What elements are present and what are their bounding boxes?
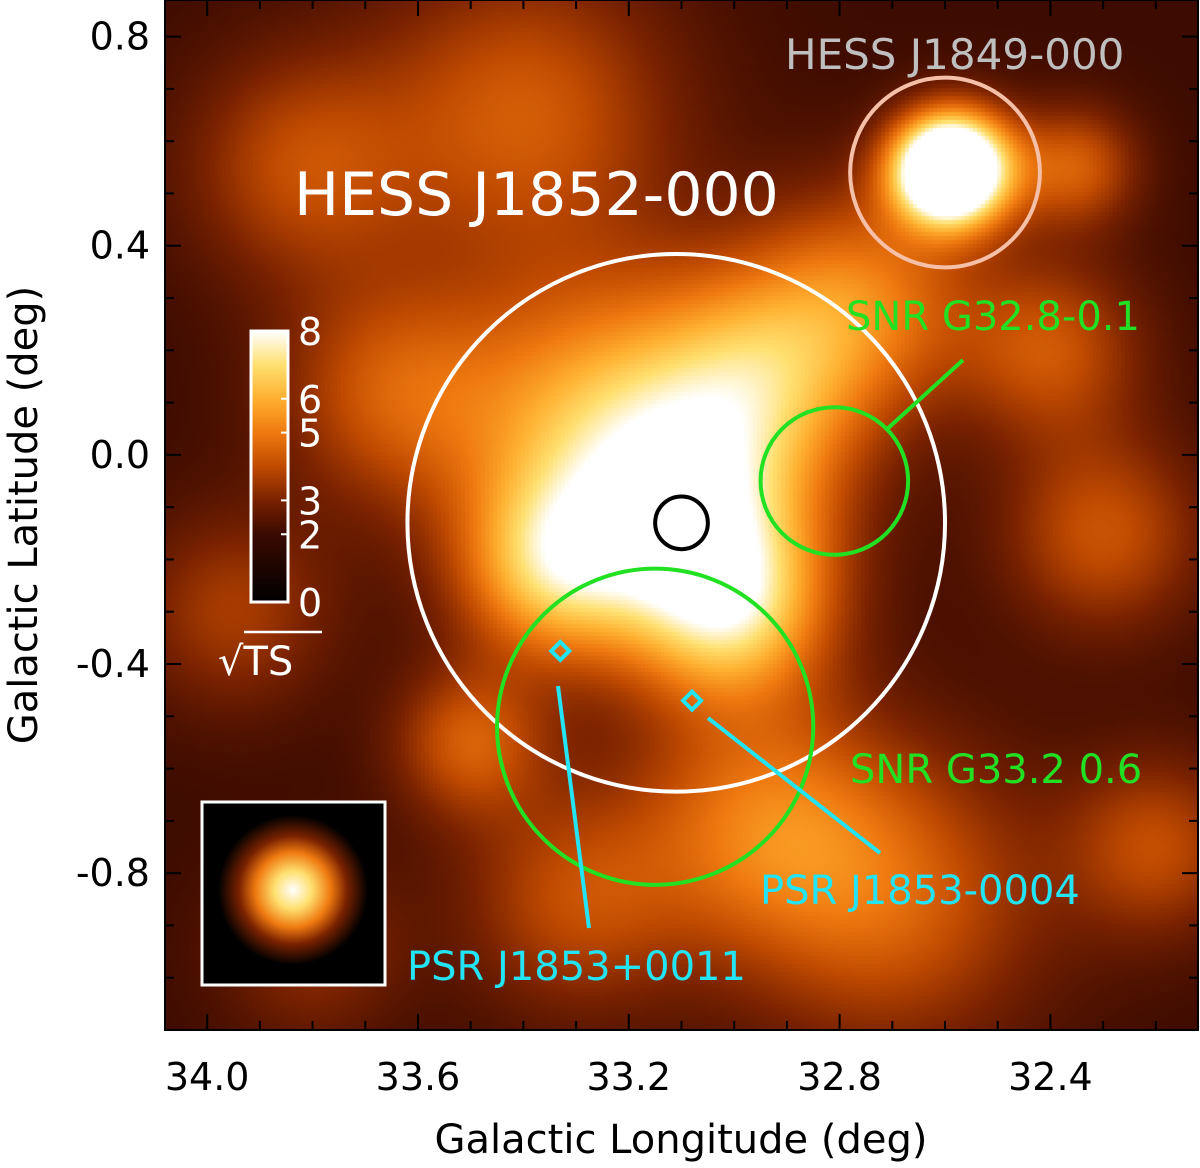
hess-j1852-label: HESS J1852-000 [294,160,779,230]
y-tick-label: -0.8 [76,851,150,895]
hess-j1849-label: HESS J1849-000 [785,30,1124,79]
x-axis-title: Galactic Longitude (deg) [435,1117,928,1163]
hess-j1852-extent-circle [405,252,948,794]
psf-inset-frame [200,800,387,987]
y-tick-labels: 0.8 0.4 0.0 -0.4 -0.8 [76,15,150,896]
psr-j1853-0011-label: PSR J1853+0011 [407,944,746,990]
pulsar-marker-1 [548,639,573,663]
y-axis-title: Galactic Latitude (deg) [1,286,47,745]
x-tick-label: 33.2 [586,1055,671,1099]
psf-inset-blob [218,815,368,965]
psf-inset [200,800,387,987]
x-tick-labels: 34.0 33.6 33.2 32.8 32.4 [165,1055,1093,1099]
pulsar-marker-2 [680,688,704,713]
snr-g32-connector-line [884,358,965,432]
centroid-error-circle [653,494,710,552]
snr-g32-label: SNR G32.8-0.1 [846,294,1140,340]
colorbar-label: √TS [218,639,293,685]
y-tick-label: 0.8 [90,15,150,59]
colorbar-tick-label: 0 [298,581,322,625]
overlay-layer: HESS J1852-000 HESS J1849-000 SNR G32.8-… [200,30,1142,990]
colorbar-tick-label: 5 [298,412,322,456]
colorbar: 0 23 56 8 √TS [218,310,322,685]
colorbar-tick-label: 3 [298,479,322,523]
psr-j1853-0004-label: PSR J1853-0004 [760,868,1080,914]
source-circles [405,75,1042,887]
axis-ticks [165,0,1198,1030]
x-tick-label: 33.6 [376,1055,461,1099]
snr-g32.8-circle [758,405,911,557]
y-tick-label: -0.4 [76,642,150,686]
y-tick-label: 0.4 [90,224,150,268]
colorbar-tick-label: 2 [298,513,322,557]
snr-g33-label: SNR G33.2 0.6 [850,747,1142,793]
psr-j1853-0011-connector-line [556,685,591,929]
psr-j1853-0004-connector-line [706,716,882,855]
x-tick-label: 32.4 [1008,1055,1093,1099]
colorbar-tick-label: 8 [298,310,322,354]
colorbar-tick-label: 6 [298,378,322,422]
pulsar-markers [548,639,704,713]
colorbar-ticks: 0 23 56 8 [281,310,322,625]
colorbar-gradient-bar [249,329,290,604]
x-tick-label: 34.0 [165,1055,250,1099]
snr-g33.2-circle [495,566,816,887]
x-tick-label: 32.8 [797,1055,882,1099]
hess-j1849-extent-circle [848,75,1042,270]
y-tick-label: 0.0 [90,433,150,477]
